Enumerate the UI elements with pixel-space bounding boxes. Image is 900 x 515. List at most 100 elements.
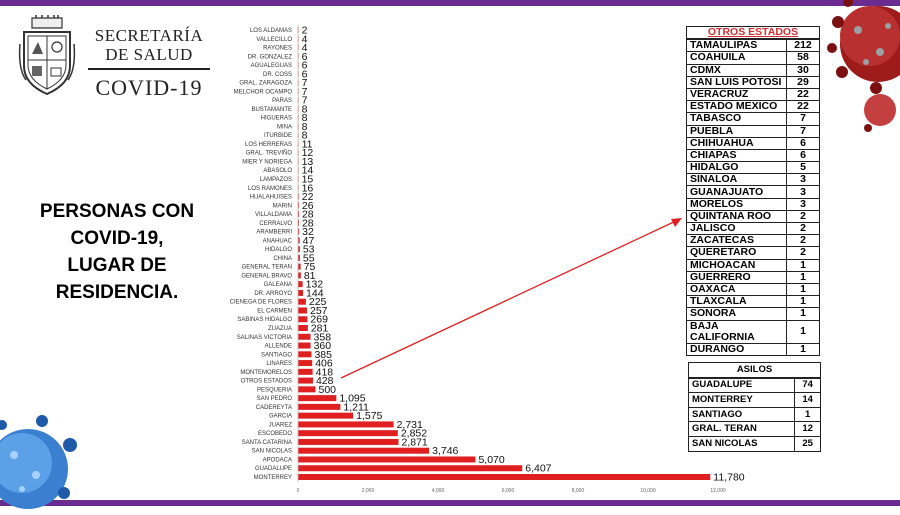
x-tick-label: 4,000 [432,488,445,494]
value-label: 26 [302,200,314,212]
category-label: PARAS [272,98,292,104]
value-label: 16 [302,182,314,194]
bar [298,474,711,480]
value-label: 500 [319,384,337,396]
bar [298,228,300,235]
bar [298,211,299,218]
row-name: TAMAULIPAS [686,38,787,53]
category-label: GENERAL TERAN [242,265,292,271]
value-label: 81 [304,270,316,282]
category-label: CHINA [273,256,292,262]
row-name: CHIHUAHUA [686,136,787,150]
category-label: SALINAS VICTORIA [237,335,292,341]
otros-estados-header-row: OTROS ESTADOS [686,26,820,41]
value-label: 47 [303,235,315,247]
otros-estados-row: HIDALGO 5 [686,161,820,175]
category-label: GRAL. ZARAGOZA [239,81,292,87]
category-label: CADEREYTA [256,405,292,411]
bar [298,368,313,375]
category-label: LOS HERRERAS [245,142,292,148]
value-label: 6 [302,51,308,63]
bar [298,316,308,323]
row-name: CHIAPAS [686,148,787,163]
value-label: 75 [304,261,316,273]
row-name: TABASCO [686,112,787,126]
category-label: VALLECILLO [256,37,292,43]
category-label: DR. COSS [263,72,292,78]
value-label: 281 [311,323,329,335]
x-tick-label: 10,000 [640,488,656,494]
org-line-1: SECRETARÍA [94,26,204,45]
category-label: DR. ARROYO [254,291,292,297]
category-label: MONTERREY [254,475,292,481]
row-count: 74 [794,377,821,394]
value-label: 22 [302,191,314,203]
otros-estados-row: TLAXCALA 1 [686,295,820,309]
headline-line-3: LUGAR DE [67,255,167,276]
otros-estados-row: GUANAJUATO 3 [686,185,820,199]
otros-estados-row: PUEBLA 7 [686,124,820,138]
row-count: 1 [786,307,820,321]
value-label: 6 [302,60,308,72]
otros-estados-row: OAXACA 1 [686,282,820,297]
bar [298,438,399,445]
row-name: PUEBLA [686,124,787,138]
category-label: SANTIAGO [261,352,292,358]
x-tick-label: 8,000 [572,488,585,494]
value-label: 11,780 [713,472,744,484]
category-label: ABASOLO [263,168,292,174]
bar [298,342,311,349]
value-label: 14 [302,165,314,177]
row-count: 3 [786,185,820,199]
category-label: LAMPAZOS [260,177,292,183]
row-count: 1 [786,258,820,272]
row-count: 5 [786,161,820,175]
bar [298,254,300,261]
row-name: JALISCO [686,221,787,236]
value-label: 8 [302,103,308,115]
chart-category-labels: LOS ALDAMAS VALLECILLO RAYONES DR. GONZALEZ… [230,28,293,481]
x-tick-label: 12,000 [710,488,726,494]
row-count: 58 [786,51,820,65]
row-name: QUINTANA ROO [686,209,787,224]
chart-value-labels: 2446667778888111213141516222628283247535… [302,25,745,484]
value-label: 144 [306,287,324,299]
bar [298,360,313,367]
otros-estados-row: VERACRUZ 22 [686,87,820,102]
annotation-arrow [340,218,682,379]
bar [298,377,313,384]
category-label: AGUALEGUAS [251,63,292,69]
value-label: 11 [302,138,313,150]
row-count: 6 [786,148,820,163]
category-label: GENERAL BRAVO [241,273,292,279]
bar [298,219,299,226]
row-count: 212 [786,38,820,53]
bar [298,386,316,393]
bar [298,333,311,340]
bar [298,403,341,410]
bar [298,263,301,270]
category-label: SANTA CATARINA [242,440,292,446]
category-label: GALEANA [264,282,292,288]
category-label: PESQUERIA [257,387,292,393]
row-name: MONTERREY [687,392,796,408]
category-label: SAN NICOLAS [252,449,292,455]
category-label: GUADALUPE [255,466,292,472]
value-label: 132 [306,279,324,291]
value-label: 418 [316,366,334,378]
row-name: DURANGO [686,342,787,356]
category-label: MONTEMORELOS [240,370,292,376]
otros-estados-row: GUERRERO 1 [686,270,820,284]
category-label: CERRALVO [259,221,292,227]
category-label: SAN PEDRO [257,396,293,402]
row-count: 2 [786,221,820,236]
row-count: 1 [786,282,820,297]
otros-estados-title: OTROS ESTADOS [686,26,820,41]
org-divider [88,68,210,70]
row-count: 22 [786,87,820,102]
row-count: 12 [794,421,821,437]
row-count: 25 [794,435,821,452]
value-label: 257 [310,305,328,317]
category-label: ZUAZUA [268,326,292,332]
